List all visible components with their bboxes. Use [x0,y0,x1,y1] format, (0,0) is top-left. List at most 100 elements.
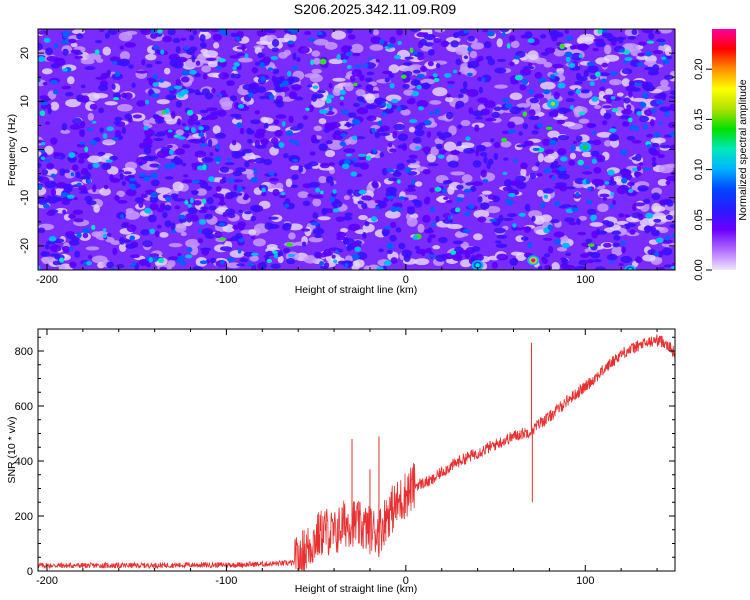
heatmap-cell [98,107,104,114]
heatmap-cell [307,193,314,198]
heatmap-cell [187,139,197,143]
heatmap-cell [121,222,130,226]
heatmap-cell [386,195,395,200]
snr-series-line [38,334,675,571]
heatmap-cell [578,118,590,124]
heatmap-cell [562,258,568,263]
heatmap-cell [586,259,595,264]
heatmap-cell [398,196,405,201]
heatmap-cell [200,135,206,144]
heatmap-cell [622,121,630,127]
heatmap-cell [104,32,110,39]
heatmap-cell [617,36,624,44]
heatmap-cell [483,41,492,49]
heatmap-cell [227,178,235,184]
heatmap-cell [150,192,158,198]
heatmap-cell [358,189,367,195]
heatmap-cell [287,40,295,45]
heatmap-cell [658,29,672,34]
heatmap-cell [180,37,187,41]
heatmap-cell [659,145,671,149]
heatmap-cell [50,101,60,111]
heatmap-cell [361,195,373,201]
heatmap-cell [352,135,358,141]
heatmap-cell [580,90,590,94]
heatmap-cell [40,251,51,257]
heatmap-cell [297,191,309,199]
heatmap-cell [368,29,374,35]
heatmap-cell [450,171,466,176]
heatmap-cell [247,129,255,135]
heatmap-cell [166,144,173,149]
heatmap-cell [74,250,81,258]
heatmap-cell [472,110,485,117]
heatmap-cell [534,93,545,99]
heatmap-cell [321,207,328,216]
heatmap-cell [44,158,51,162]
heatmap-cell [539,201,545,209]
heatmap-cell [395,206,402,212]
heatmap-cell [552,63,564,69]
heatmap-cell [154,230,160,238]
heatmap-cell [629,229,636,235]
heatmap-cell [668,95,675,99]
heatmap-cell [82,188,88,193]
heatmap-cell [328,121,341,129]
heatmap-cell [641,29,654,34]
heatmap-cell [311,50,321,57]
heatmap-cell [262,56,272,64]
heatmap-cell [493,106,502,111]
heatmap-cell [620,241,627,246]
heatmap-cell [105,159,113,163]
heatmap-cell [648,32,655,40]
heatmap-cell [482,179,489,183]
heatmap-cell [163,67,171,75]
heatmap-cell [628,124,636,130]
heatmap-cell [185,238,200,248]
heatmap-cell [230,32,239,38]
heatmap-cell [590,217,595,222]
heatmap-cell [82,232,89,239]
heatmap-cell [414,245,421,250]
heatmap-cell [435,143,443,150]
heatmap-cell [454,207,461,213]
heatmap-cell [364,77,373,82]
heatmap-cell [637,52,646,57]
heatmap-cell [76,232,82,239]
heatmap-cell [536,123,544,128]
heatmap-cell [563,217,575,223]
heatmap-cell [668,122,675,129]
heatmap-cell [362,232,367,239]
heatmap-cell [244,53,249,59]
heatmap-cell [273,119,280,125]
heatmap-cell [553,200,561,207]
heatmap-cell [351,157,358,162]
heatmap-cell [38,78,41,83]
heatmap-cell [363,63,369,68]
heatmap-cell [460,259,472,268]
heatmap-cell [519,84,527,91]
heatmap-cell [593,38,605,42]
heatmap-cell [290,165,300,171]
heatmap-cell [174,85,183,90]
heatmap-cell [599,86,606,91]
heatmap-cell [52,245,57,253]
heatmap-cell [333,259,338,264]
heatmap-cell [554,77,560,82]
heatmap-cell [544,264,553,270]
heatmap-cell [602,219,610,225]
heatmap-cell [87,179,92,184]
heatmap-cell [235,167,247,173]
heatmap-cell [575,191,580,197]
heatmap-cell [61,68,68,72]
heatmap-cell [308,181,320,188]
heatmap-cell [332,77,346,82]
heatmap-cell [430,146,439,156]
heatmap-cell [302,200,311,207]
heatmap-cell [275,114,287,119]
heatmap-cell [528,62,533,67]
heatmap-cell [545,126,553,130]
heatmap-cell [396,163,406,171]
heatmap-cell [444,252,454,260]
heatmap-cell [522,123,529,130]
